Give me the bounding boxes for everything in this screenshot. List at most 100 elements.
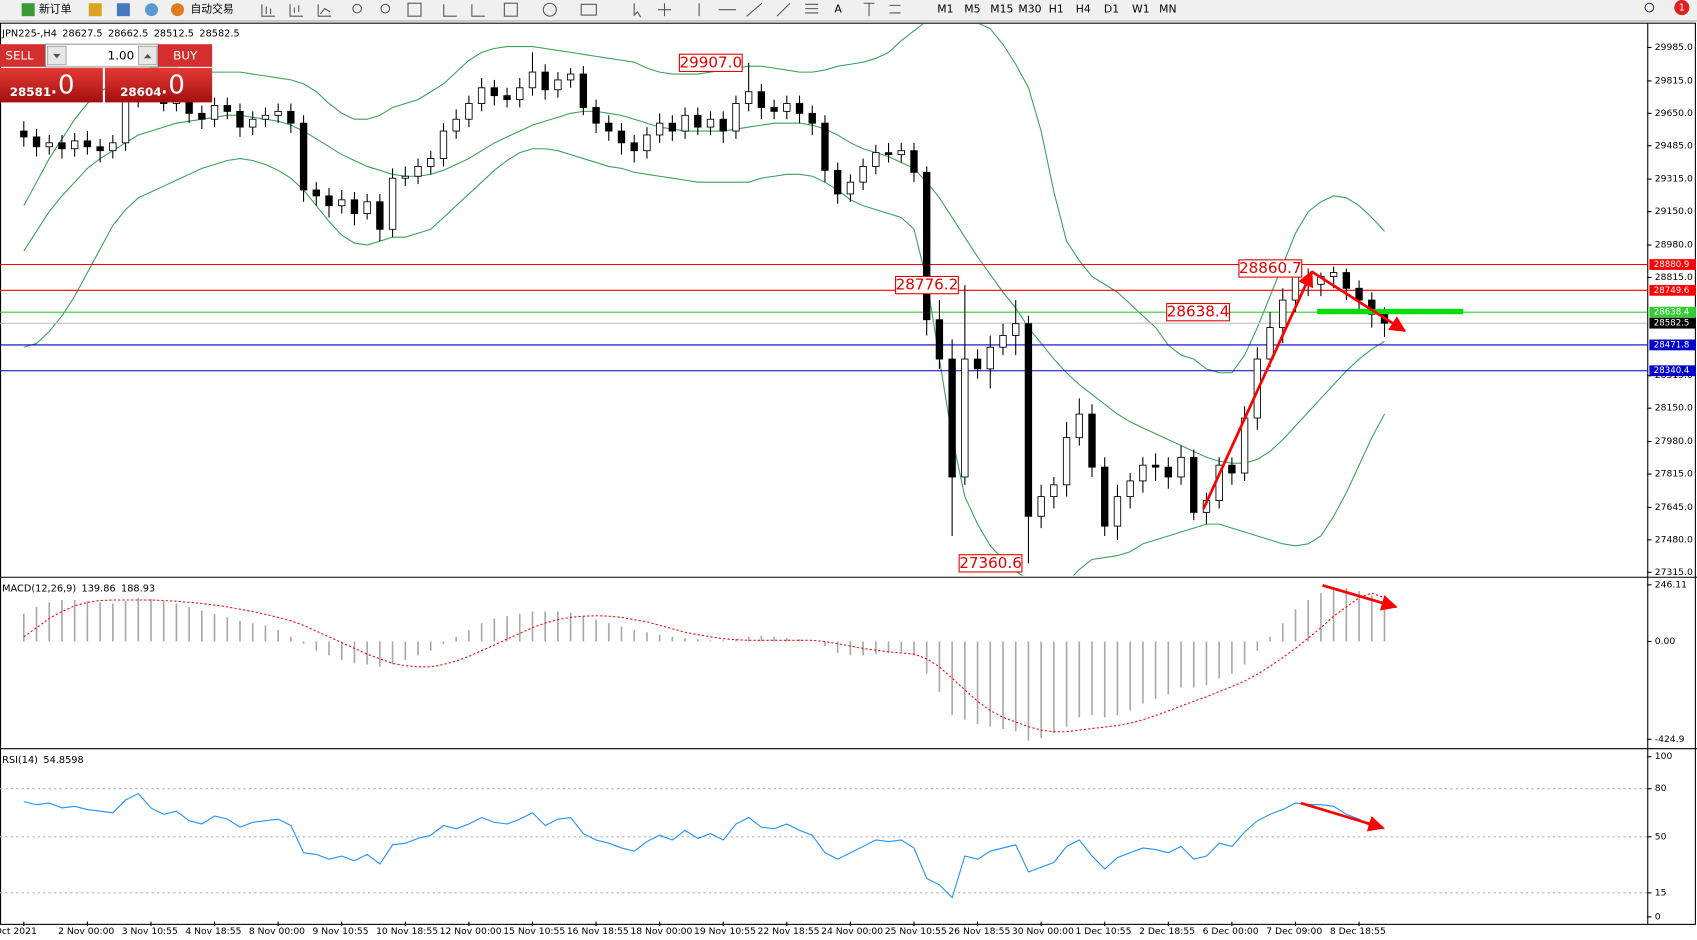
sell-button[interactable]: [0, 44, 46, 67]
x-tick-label: 9 Nov 10:55: [313, 926, 369, 937]
candle-body: [1050, 484, 1058, 498]
timeframe[interactable]: W1: [1132, 3, 1150, 16]
zoom-out-icon[interactable]: [380, 3, 391, 14]
timeframe[interactable]: H4: [1076, 3, 1091, 16]
candle-body: [70, 140, 79, 150]
y-tick-label: 27980.0: [1655, 436, 1693, 447]
trend-arrow: [1310, 270, 1407, 333]
timeframe[interactable]: H1: [1049, 3, 1064, 16]
candle-body: [32, 136, 41, 148]
y-tick-label: 15: [1655, 887, 1667, 898]
candle-body: [1279, 299, 1287, 329]
buy-button[interactable]: [158, 44, 213, 67]
bollinger-band: [23, 110, 1385, 464]
search-icon[interactable]: [1644, 2, 1655, 13]
notification-badge[interactable]: [1674, 0, 1690, 16]
new-order-icon[interactable]: [21, 3, 35, 17]
candle-body: [833, 169, 842, 195]
sell-label[interactable]: SELL: [5, 49, 34, 63]
drawing-icons[interactable]: [633, 2, 901, 18]
price-line-label: 28340.4: [1654, 366, 1690, 376]
zoom-in-icon[interactable]: [352, 3, 363, 14]
candle-body: [490, 87, 499, 97]
bid-box[interactable]: [0, 67, 103, 103]
y-tick-label: 100: [1655, 751, 1673, 762]
x-tick-label: 10 Nov 18:55: [376, 926, 438, 937]
y-tick-label: 29485.0: [1655, 140, 1693, 151]
tool-icon[interactable]: [88, 3, 102, 17]
candle-body: [923, 171, 931, 321]
candle-body: [961, 358, 969, 478]
timeframe[interactable]: D1: [1104, 3, 1119, 16]
candle-body: [846, 181, 855, 195]
tile-icon[interactable]: [407, 2, 422, 17]
indicator-icon[interactable]: [503, 2, 518, 17]
shift-icon[interactable]: [443, 4, 485, 17]
ask-price-big: .0: [160, 71, 185, 101]
candle-body: [1291, 276, 1300, 301]
candle-body: [1355, 287, 1363, 301]
price-label: 28860.7: [1239, 259, 1302, 277]
lot-value[interactable]: 1.00: [108, 49, 135, 63]
price-line-label-bg: [1649, 284, 1696, 296]
period-icon[interactable]: [542, 2, 557, 17]
y-tick-label: 29150.0: [1655, 206, 1693, 217]
candle-body: [757, 91, 766, 108]
auto-trade-button[interactable]: 自动交易: [190, 2, 233, 16]
candle-body: [210, 105, 219, 120]
candle-body: [1228, 464, 1236, 474]
price-pane: [0, 23, 1648, 576]
candle-body: [744, 91, 753, 104]
timeframe[interactable]: M1: [937, 3, 953, 16]
x-tick-label: 19 Nov 10:55: [694, 926, 756, 937]
rsi-arrow: [1300, 801, 1385, 832]
candle-body: [528, 71, 537, 89]
y-tick-label: 50: [1655, 831, 1667, 842]
timeframe[interactable]: M30: [1018, 3, 1041, 16]
candle-body: [376, 201, 384, 230]
line-chart-icon[interactable]: [317, 4, 332, 17]
candle-body: [897, 150, 905, 156]
template-icon[interactable]: [580, 3, 597, 16]
candle-body: [236, 110, 244, 128]
candle-body: [732, 103, 740, 132]
candle-body: [592, 107, 600, 124]
macd-arrow: [1322, 584, 1398, 611]
candle-icon[interactable]: [289, 4, 304, 17]
auto-trade-icon[interactable]: [170, 3, 184, 17]
rsi-line: [23, 792, 1385, 899]
tool-icon[interactable]: [116, 3, 130, 17]
candle-body: [605, 122, 613, 132]
candle-body: [554, 79, 562, 91]
chart-frame: [0, 22, 1696, 925]
y-tick-label: 29650.0: [1655, 108, 1693, 119]
candle-body: [935, 319, 944, 360]
y-tick-label: 29315.0: [1655, 174, 1693, 185]
buy-label[interactable]: BUY: [173, 49, 198, 63]
timeframe[interactable]: M15: [990, 3, 1013, 16]
x-tick-label: 8 Dec 18:55: [1330, 926, 1386, 937]
y-tick-label: 27480.0: [1655, 534, 1693, 545]
candle-body: [973, 358, 982, 370]
text-tool[interactable]: A: [834, 3, 842, 16]
timeframe[interactable]: M5: [964, 3, 980, 16]
tool-icon[interactable]: [145, 3, 159, 17]
pane-header: MACD(12,26,9) 139.86 188.93: [2, 584, 155, 595]
ask-box[interactable]: [104, 67, 213, 103]
pane-header: JPN225-,H4 28627.5 28662.5 28512.5 28582.5: [1, 28, 240, 39]
header-part: RSI(14): [2, 755, 38, 766]
candle-body: [1329, 272, 1338, 277]
price-line-label: 28880.9: [1654, 260, 1690, 270]
candle-body: [287, 110, 295, 124]
bar-chart-icon[interactable]: [261, 4, 275, 17]
candle-body: [401, 175, 409, 179]
timeframe[interactable]: MN: [1159, 3, 1176, 16]
price-line-label-bg: [1649, 317, 1696, 329]
candle-body: [821, 122, 829, 171]
candle-body: [109, 142, 117, 152]
candle-body: [503, 95, 511, 101]
new-order-button[interactable]: 新订单: [39, 2, 72, 16]
candle-body: [770, 107, 778, 112]
x-tick-label: 16 Nov 18:55: [567, 926, 629, 937]
